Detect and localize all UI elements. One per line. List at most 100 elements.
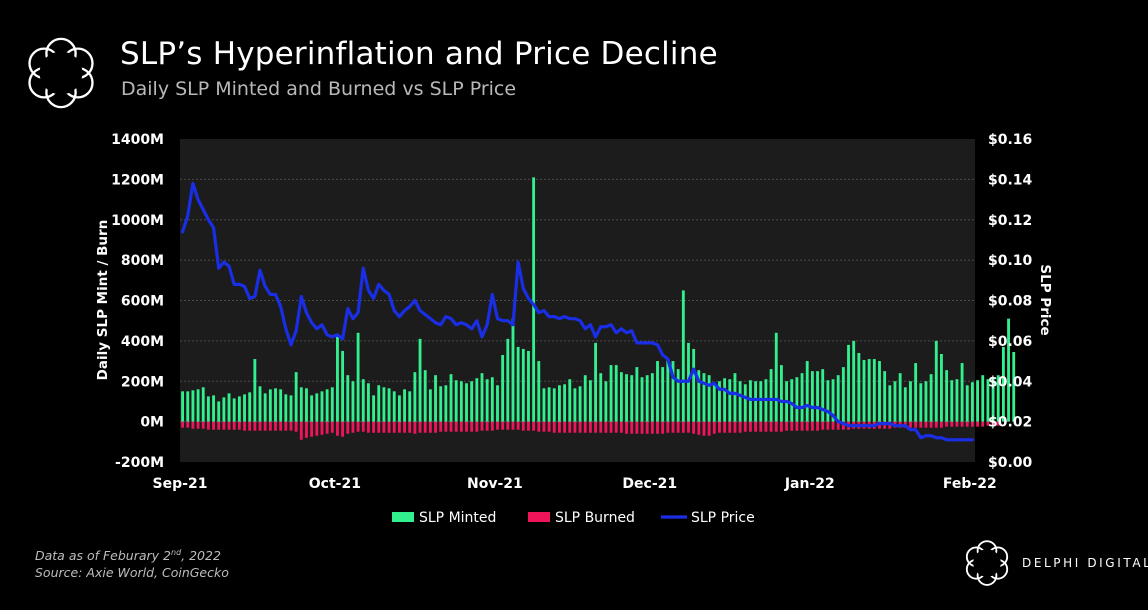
burned-bar [465, 421, 468, 432]
x-tick-label: Dec-21 [622, 476, 677, 492]
burned-bar [439, 421, 443, 432]
minted-bar [496, 385, 499, 422]
minted-bar [413, 372, 417, 422]
minted-bar [232, 398, 236, 422]
burned-bar [697, 421, 701, 435]
x-tick-label: Jan-22 [784, 476, 835, 492]
minted-bar [578, 386, 582, 422]
burned-bar [511, 421, 515, 430]
minted-bar [299, 387, 303, 422]
y2-tick-label: $0.14 [988, 172, 1033, 188]
minted-bar [702, 373, 706, 422]
y-axis-label: Daily SLP Mint / Burn [95, 220, 111, 381]
burned-bar [981, 421, 985, 427]
burned-bar [299, 421, 303, 440]
burned-bar [707, 421, 711, 436]
minted-bar [361, 379, 365, 422]
minted-bar [583, 375, 587, 422]
minted-bar [909, 381, 912, 422]
burned-bar [738, 421, 742, 433]
minted-bar [527, 350, 530, 422]
y-tick-label: 1400M [111, 132, 164, 148]
minted-bar [408, 391, 412, 422]
minted-bar [692, 348, 696, 422]
minted-bar [914, 363, 918, 422]
burned-bar [253, 421, 257, 431]
minted-bar [707, 375, 711, 422]
y-tick-label: 1200M [111, 172, 164, 188]
burned-bar [243, 421, 246, 431]
minted-bar [697, 370, 701, 422]
minted-bar [836, 375, 840, 422]
minted-bar [558, 385, 561, 422]
minted-bar [821, 369, 825, 422]
minted-bar [439, 386, 443, 422]
legend-label: SLP Burned [555, 510, 635, 526]
burned-bar [351, 421, 355, 433]
minted-bar [506, 338, 510, 422]
burned-bar [578, 421, 582, 433]
x-tick-label: Oct-21 [309, 476, 361, 492]
burned-bar [656, 421, 659, 434]
burned-bar [237, 421, 241, 430]
burned-bar [594, 421, 597, 433]
minted-bar [847, 344, 850, 422]
minted-bar [1012, 351, 1016, 422]
burned-bar [604, 421, 608, 433]
minted-bar [449, 374, 453, 422]
minted-bar [754, 381, 758, 422]
burned-bar [284, 421, 288, 431]
brand-name: DELPHI DIGITAL [1022, 556, 1148, 570]
minted-bar [490, 377, 494, 422]
y-tick-label: -200M [115, 455, 164, 471]
burned-bar [919, 421, 923, 428]
x-tick-label: Feb-22 [943, 476, 997, 492]
burned-bar [996, 421, 1000, 426]
y2-tick-label: $0.04 [988, 374, 1033, 390]
minted-bar [743, 384, 747, 422]
minted-bar [377, 385, 381, 422]
minted-bar [676, 369, 680, 422]
burned-bar [212, 421, 215, 430]
burned-bar [929, 421, 933, 428]
burned-bar [805, 421, 809, 431]
minted-bar [212, 395, 215, 422]
y2-tick-label: $0.16 [988, 132, 1032, 148]
minted-bar [341, 350, 345, 422]
burned-bar [475, 421, 479, 432]
minted-bar [459, 381, 463, 422]
minted-bar [547, 387, 551, 422]
burned-bar [232, 421, 236, 430]
minted-bar [196, 389, 200, 422]
minted-bar [903, 387, 907, 422]
burned-bar [506, 421, 510, 430]
minted-bar [263, 393, 267, 422]
y2-axis-label: SLP Price [1037, 264, 1053, 335]
minted-bar [630, 375, 634, 422]
minted-bar [625, 374, 628, 422]
minted-bar [501, 355, 505, 422]
legend: SLP Minted SLP Burned SLP Price [392, 510, 755, 526]
legend-swatch [528, 512, 550, 522]
minted-bar [759, 381, 763, 422]
minted-bar [206, 396, 210, 422]
chart-subtitle: Daily SLP Minted and Burned vs SLP Price [121, 78, 517, 100]
burned-bar [940, 421, 943, 428]
minted-bar [790, 379, 794, 422]
burned-bar [341, 421, 345, 437]
burned-bar [372, 421, 376, 433]
minted-bar [372, 395, 376, 422]
minted-bar [609, 365, 613, 422]
burned-bar [712, 421, 716, 434]
minted-bar [878, 361, 881, 422]
burned-bar [671, 421, 675, 433]
minted-bar [392, 391, 396, 422]
minted-bar [661, 367, 665, 422]
burned-bar [676, 421, 680, 433]
burned-bar [480, 421, 484, 431]
burned-bar [836, 421, 840, 430]
minted-bar [779, 365, 783, 422]
minted-bar [537, 361, 541, 422]
minted-bar [924, 381, 928, 422]
minted-bar [805, 361, 809, 422]
